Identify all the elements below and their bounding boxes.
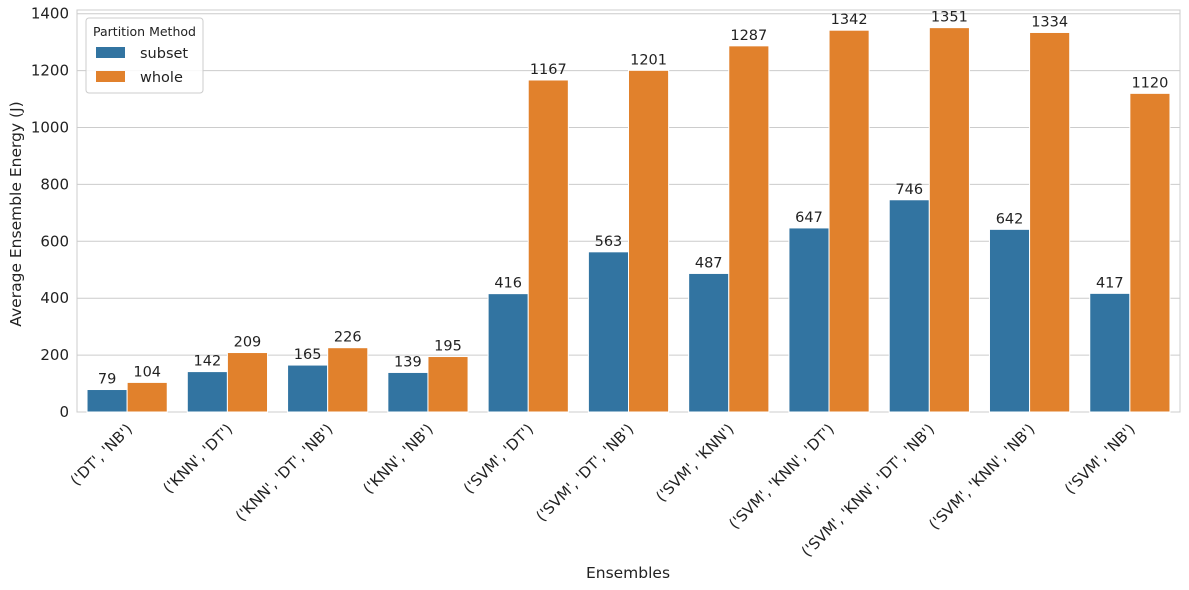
data-label-subset: 487	[695, 255, 723, 271]
legend-label-subset: subset	[140, 46, 188, 62]
x-tick-label: ('SVM', 'NB')	[1061, 420, 1139, 498]
data-label-subset: 417	[1096, 275, 1124, 291]
x-tick-label: ('SVM', 'KNN', 'DT')	[725, 420, 838, 533]
bar-subset	[1089, 292, 1131, 413]
data-label-whole: 1120	[1131, 75, 1168, 91]
bar-whole	[527, 79, 569, 413]
data-label-whole: 1351	[931, 10, 968, 26]
bar-whole	[728, 45, 770, 413]
data-label-subset: 79	[98, 372, 116, 388]
bar-subset	[86, 389, 128, 413]
data-label-whole: 226	[334, 330, 362, 346]
data-label-subset: 139	[394, 354, 422, 370]
y-tick-label: 1000	[31, 118, 69, 136]
data-label-whole: 1201	[630, 52, 667, 68]
x-tick-label: ('SVM', 'DT')	[460, 420, 537, 497]
data-label-whole: 195	[434, 339, 462, 355]
bar-subset	[287, 364, 329, 413]
bar-subset	[487, 293, 529, 413]
data-label-subset: 647	[795, 210, 823, 226]
x-tick-label: ('SVM', 'KNN')	[652, 420, 737, 505]
bar-subset	[186, 371, 228, 413]
bar-whole	[928, 27, 970, 413]
y-tick-label: 0	[59, 403, 69, 421]
legend-title: Partition Method	[93, 24, 196, 39]
bar-subset	[888, 199, 930, 413]
y-tick-label: 1200	[31, 62, 69, 80]
data-label-subset: 746	[895, 182, 923, 198]
x-tick-label: ('KNN', 'NB')	[359, 420, 436, 497]
y-tick-label: 200	[40, 346, 69, 364]
bar-whole	[628, 69, 670, 413]
x-tick-label: ('SVM', 'DT', 'NB')	[532, 420, 637, 525]
legend-label-whole: whole	[140, 70, 183, 86]
y-tick-label: 400	[40, 289, 69, 307]
data-label-whole: 1287	[730, 28, 767, 44]
legend-swatch-whole	[96, 71, 125, 82]
bar-whole	[1129, 92, 1171, 413]
bar-subset	[587, 251, 630, 413]
data-label-whole: 104	[133, 364, 161, 380]
x-tick-label: ('KNN', 'DT')	[159, 420, 236, 497]
data-label-subset: 642	[996, 211, 1024, 227]
x-tick-label: ('DT', 'NB')	[67, 420, 136, 489]
bar-subset	[988, 228, 1031, 413]
data-label-subset: 416	[494, 276, 522, 292]
y-tick-label: 1400	[31, 5, 69, 23]
bar-whole	[327, 347, 369, 413]
bar-subset	[788, 227, 830, 413]
data-label-subset: 563	[595, 234, 623, 250]
y-tick-label: 800	[40, 175, 69, 193]
legend-swatch-subset	[96, 47, 125, 58]
bar-whole	[828, 29, 870, 413]
data-label-whole: 209	[234, 335, 262, 351]
bar-whole	[427, 356, 469, 413]
y-tick-label: 600	[40, 232, 69, 250]
x-tick-label: ('KNN', 'DT', 'NB')	[232, 420, 337, 525]
bar-subset	[387, 371, 429, 413]
bar-whole	[226, 352, 269, 413]
x-tick-label: ('SVM', 'KNN', 'NB')	[925, 420, 1038, 533]
x-axis-title: Ensembles	[586, 564, 670, 582]
legend: Partition Method subset whole	[85, 17, 204, 94]
bar-subset	[688, 272, 730, 413]
bar-whole	[126, 381, 168, 413]
data-labels: 79 104 142 209 165 226 139 195 416 1167 563 1201 487…	[98, 10, 1169, 388]
data-label-subset: 142	[194, 354, 222, 370]
y-axis-title: Average Ensemble Energy (J)	[7, 101, 25, 326]
data-label-whole: 1167	[530, 62, 567, 78]
data-label-subset: 165	[294, 347, 322, 363]
bars	[86, 27, 1171, 413]
bar-whole	[1029, 31, 1071, 413]
data-label-whole: 1334	[1031, 14, 1068, 30]
data-label-whole: 1342	[831, 12, 868, 28]
